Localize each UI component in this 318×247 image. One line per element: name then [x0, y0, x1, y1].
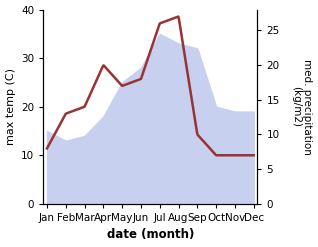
- X-axis label: date (month): date (month): [107, 228, 194, 242]
- Y-axis label: max temp (C): max temp (C): [5, 68, 16, 145]
- Y-axis label: med. precipitation
(kg/m2): med. precipitation (kg/m2): [291, 59, 313, 155]
